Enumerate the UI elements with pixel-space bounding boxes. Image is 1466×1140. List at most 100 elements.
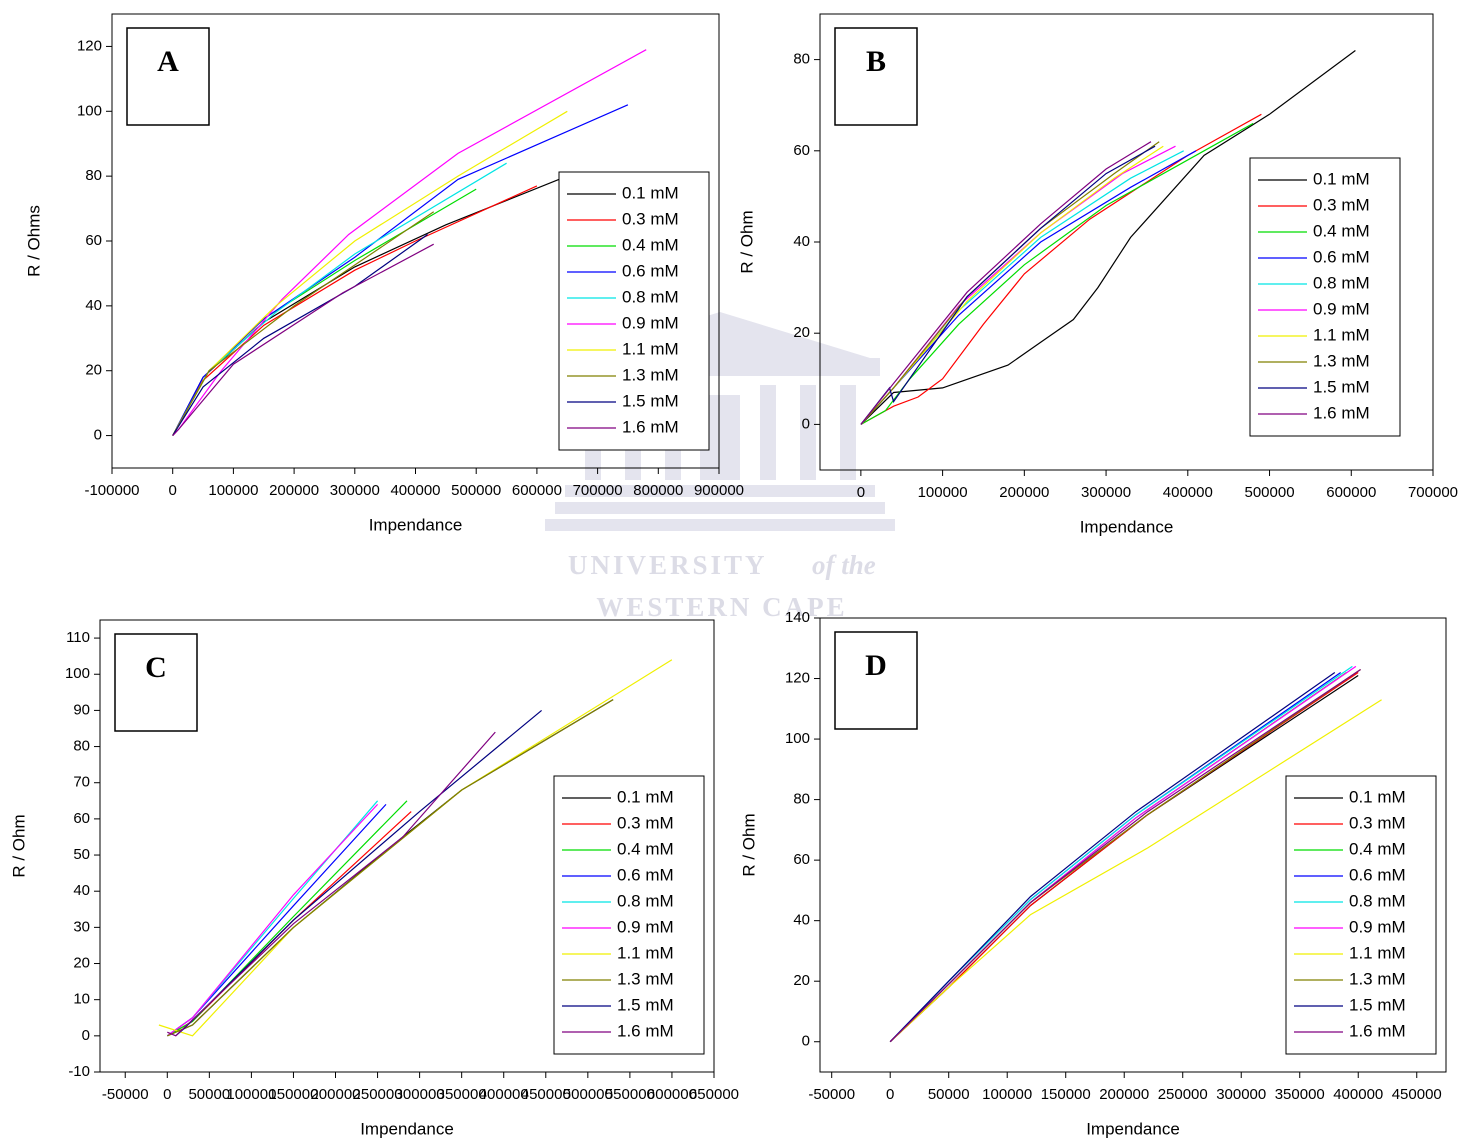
x-tick-label: 400000 — [1333, 1086, 1383, 1103]
x-tick-label: 250000 — [353, 1086, 403, 1103]
x-tick-label: 700000 — [573, 482, 623, 499]
y-tick-label: 60 — [793, 851, 810, 868]
legend-label: 1.6 mM — [622, 417, 679, 436]
y-tick-label: 20 — [793, 972, 810, 989]
x-tick-label: 400000 — [1163, 484, 1213, 501]
x-tick-label: 100000 — [982, 1086, 1032, 1103]
x-tick-label: -100000 — [84, 482, 139, 499]
legend-label: 1.3 mM — [1349, 969, 1406, 988]
legend: 0.1 mM 0.3 mM 0.4 mM 0.6 mM 0.8 mM 0.9 mM 1.1 … — [1285, 775, 1437, 1055]
y-tick-label: 100 — [785, 730, 810, 747]
data-line — [860, 145, 1156, 425]
data-line — [860, 122, 1254, 425]
y-tick-label: 60 — [793, 142, 810, 159]
watermark-text: WESTERN CAPE — [596, 592, 847, 622]
watermark-column — [800, 385, 816, 480]
x-tick-label: 800000 — [633, 482, 683, 499]
panel-label-box — [834, 631, 918, 730]
watermark-text: UNIVERSITY — [568, 550, 768, 580]
x-tick-label: 500000 — [451, 482, 501, 499]
legend-label: 1.3 mM — [622, 365, 679, 384]
x-tick-label: 200000 — [999, 484, 1049, 501]
y-tick-label: 40 — [793, 233, 810, 250]
y-tick-label: 40 — [73, 882, 90, 899]
panel-label-box — [126, 27, 210, 126]
x-tick-label: 0 — [886, 1086, 894, 1103]
x-tick-label: 250000 — [1158, 1086, 1208, 1103]
data-line — [860, 141, 1152, 425]
legend-label: 0.9 mM — [1313, 299, 1370, 318]
x-tick-label: 600000 — [512, 482, 562, 499]
data-line — [172, 188, 477, 436]
y-tick-label: 120 — [785, 670, 810, 687]
data-line — [167, 699, 614, 1037]
y-tick-label: 70 — [73, 774, 90, 791]
x-tick-label: 300000 — [395, 1086, 445, 1103]
x-axis-title: Impendance — [1080, 517, 1174, 536]
legend: 0.1 mM 0.3 mM 0.4 mM 0.6 mM 0.8 mM 0.9 mM 1.1 … — [558, 171, 710, 451]
legend-label: 1.3 mM — [617, 969, 674, 988]
panel-label-box — [114, 633, 198, 732]
data-line — [167, 800, 408, 1037]
y-tick-label: 0 — [82, 1027, 90, 1044]
x-tick-label: 350000 — [437, 1086, 487, 1103]
x-tick-label: 700000 — [1408, 484, 1458, 501]
legend-label: 1.5 mM — [617, 995, 674, 1014]
legend-label: 1.1 mM — [622, 339, 679, 358]
y-tick-label: 80 — [793, 791, 810, 808]
legend-label: 0.3 mM — [1349, 813, 1406, 832]
legend-label: 1.1 mM — [617, 943, 674, 962]
x-tick-label: 600000 — [647, 1086, 697, 1103]
x-tick-label: 400000 — [479, 1086, 529, 1103]
data-line — [860, 145, 1176, 425]
data-line — [889, 672, 1336, 1043]
y-tick-label: 60 — [85, 232, 102, 249]
chart: -100000 0 100000 200000 300000 400000 500000 60… — [24, 13, 744, 534]
x-tick-label: 0 — [169, 482, 177, 499]
legend-label: 0.3 mM — [617, 813, 674, 832]
legend-label: 0.8 mM — [1313, 273, 1370, 292]
x-tick-label: 200000 — [269, 482, 319, 499]
x-axis-title: Impendance — [369, 515, 463, 534]
data-line — [158, 659, 673, 1037]
y-tick-label: 100 — [77, 102, 102, 119]
data-line — [172, 243, 434, 437]
legend-label: 0.3 mM — [622, 209, 679, 228]
x-tick-label: 150000 — [1041, 1086, 1091, 1103]
x-tick-label: 50000 — [188, 1086, 230, 1103]
watermark-step — [565, 485, 875, 497]
y-tick-label: 140 — [785, 609, 810, 626]
legend-box — [1285, 775, 1437, 1055]
x-tick-label: 200000 — [1099, 1086, 1149, 1103]
y-tick-label: 100 — [65, 665, 90, 682]
y-tick-label: 0 — [94, 427, 102, 444]
legend-label: 0.6 mM — [1349, 865, 1406, 884]
y-axis-title: R / Ohm — [737, 210, 756, 273]
y-axis-title: R / Ohm — [9, 814, 28, 877]
y-tick-label: 80 — [793, 51, 810, 68]
legend-label: 0.1 mM — [1349, 787, 1406, 806]
legend-label: 1.5 mM — [1349, 995, 1406, 1014]
x-tick-label: 500000 — [1245, 484, 1295, 501]
legend-label: 0.1 mM — [617, 787, 674, 806]
x-tick-label: 450000 — [1392, 1086, 1442, 1103]
data-line — [889, 669, 1361, 1043]
x-tick-label: 100000 — [918, 484, 968, 501]
x-tick-label: 300000 — [1081, 484, 1131, 501]
y-axis-title: R / Ohm — [739, 813, 758, 876]
x-tick-label: 150000 — [268, 1086, 318, 1103]
legend-label: 1.6 mM — [617, 1021, 674, 1040]
data-line — [166, 803, 379, 1037]
x-tick-label: 600000 — [1326, 484, 1376, 501]
legend-box — [1249, 157, 1401, 437]
y-tick-label: 80 — [73, 738, 90, 755]
y-tick-label: 90 — [73, 701, 90, 718]
y-tick-label: 20 — [793, 324, 810, 341]
watermark-step — [555, 502, 885, 514]
legend-label: 0.6 mM — [622, 261, 679, 280]
panel-label: A — [157, 45, 179, 78]
data-line — [172, 110, 568, 436]
